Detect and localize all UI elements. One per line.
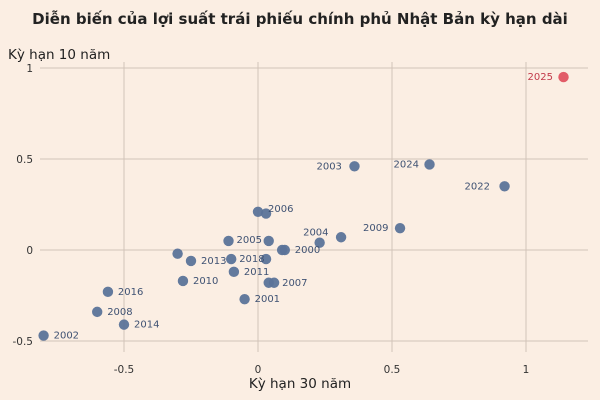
data-point (185, 255, 197, 267)
data-point (314, 237, 325, 248)
data-point (177, 275, 189, 287)
data-point (228, 266, 240, 278)
point-label: 2014 (134, 320, 159, 331)
data-point (92, 306, 103, 318)
data-point (276, 244, 288, 256)
point-label: 2007 (282, 278, 307, 289)
y-tick-label: 0.5 (16, 154, 33, 166)
point-label: 2025 (528, 72, 553, 83)
y-axis-label: Kỳ hạn 10 năm (8, 47, 111, 63)
point-label: 2008 (107, 307, 132, 318)
data-point (118, 319, 130, 330)
data-point (260, 208, 272, 219)
point-label: 2003 (316, 161, 341, 172)
tick-labels: -0.5 0 0.5 1 -0.5 0 0.5 1 (13, 63, 530, 376)
data-point (263, 277, 274, 288)
data-point (252, 206, 264, 217)
point-label: 2011 (244, 267, 269, 278)
point-label: 2000 (295, 245, 320, 256)
highlight-point (558, 71, 569, 83)
data-point (38, 330, 49, 341)
point-label: 2022 (465, 181, 490, 192)
grid-lines (40, 62, 588, 352)
point-labels: 2025 2024 2022 2003 2009 2006 2004 2005 2000 2018… (54, 72, 553, 341)
chart-title: Diễn biến của lợi suất trái phiếu chính … (32, 10, 568, 28)
data-point (335, 232, 347, 243)
data-point (172, 248, 183, 259)
x-tick-label: -0.5 (114, 364, 135, 376)
data-point (349, 161, 360, 172)
y-tick-label: 0 (26, 245, 33, 257)
x-tick-label: 0.5 (384, 364, 401, 376)
point-label: 2013 (201, 256, 226, 267)
point-label: 2009 (363, 223, 388, 234)
point-label: 2004 (303, 227, 328, 238)
x-axis-label: Kỳ hạn 30 năm (248, 376, 352, 392)
data-point (394, 222, 406, 234)
data-point (239, 293, 250, 305)
point-label: 2016 (118, 287, 143, 298)
point-label: 2018 (239, 254, 264, 265)
x-tick-label: 1 (523, 364, 530, 376)
point-label: 2002 (54, 331, 79, 342)
x-tick-label: 0 (255, 364, 262, 376)
point-label: 2005 (237, 235, 262, 246)
data-point (223, 235, 234, 247)
y-tick-label: 1 (26, 63, 33, 75)
data-points (38, 71, 569, 341)
data-point (499, 181, 510, 192)
data-point (260, 253, 272, 265)
point-label: 2024 (394, 159, 419, 170)
data-point (226, 253, 237, 265)
data-point (102, 286, 114, 298)
point-label: 2010 (193, 276, 218, 287)
data-point (424, 159, 435, 170)
point-label: 2001 (255, 294, 280, 305)
y-tick-label: -0.5 (13, 336, 34, 348)
point-label: 2006 (268, 204, 293, 215)
data-point (263, 235, 274, 247)
